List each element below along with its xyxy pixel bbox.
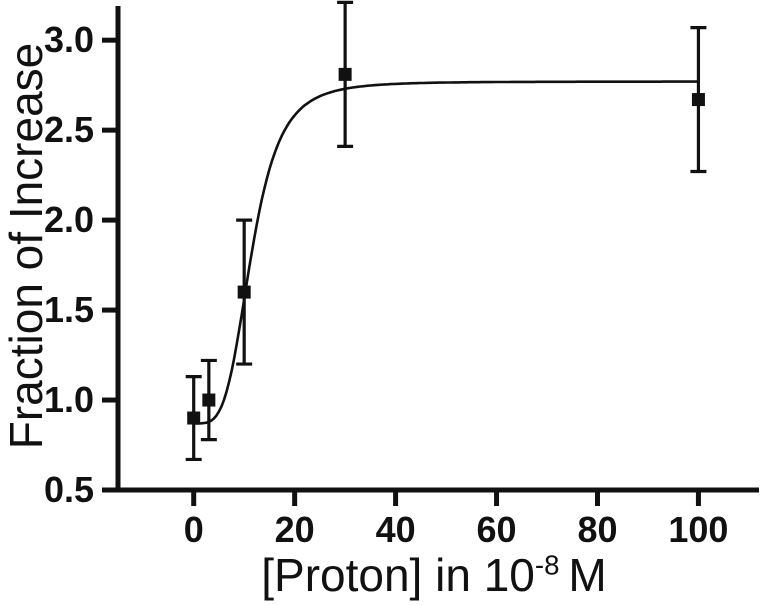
y-tick-label: 1.0 xyxy=(44,379,94,420)
x-axis-title: [Proton] in 10-8 M xyxy=(261,548,607,602)
x-tick-label: 80 xyxy=(577,509,617,550)
y-tick-label: 0.5 xyxy=(44,469,94,510)
data-point xyxy=(338,67,352,81)
x-tick-label: 60 xyxy=(477,509,517,550)
x-axis-title-exponent: -8 xyxy=(534,549,560,581)
x-tick-label: 0 xyxy=(184,509,204,550)
x-axis-title-text: [Proton] in 10 xyxy=(261,549,535,601)
x-axis-title-unit: M xyxy=(568,549,607,601)
y-tick-label: 2.5 xyxy=(44,109,94,150)
x-tick-label: 20 xyxy=(275,509,315,550)
data-point xyxy=(237,285,251,299)
data-point xyxy=(202,393,216,407)
y-tick-label: 1.5 xyxy=(44,289,94,330)
y-tick-label: 2.0 xyxy=(44,199,94,240)
y-axis-title: Fraction of Increase xyxy=(0,42,52,450)
data-point xyxy=(187,411,201,425)
fit-curve xyxy=(193,80,699,425)
x-tick-label: 40 xyxy=(376,509,416,550)
x-tick-label: 100 xyxy=(668,509,728,550)
y-tick-label: 3.0 xyxy=(44,19,94,60)
data-point xyxy=(691,93,705,107)
